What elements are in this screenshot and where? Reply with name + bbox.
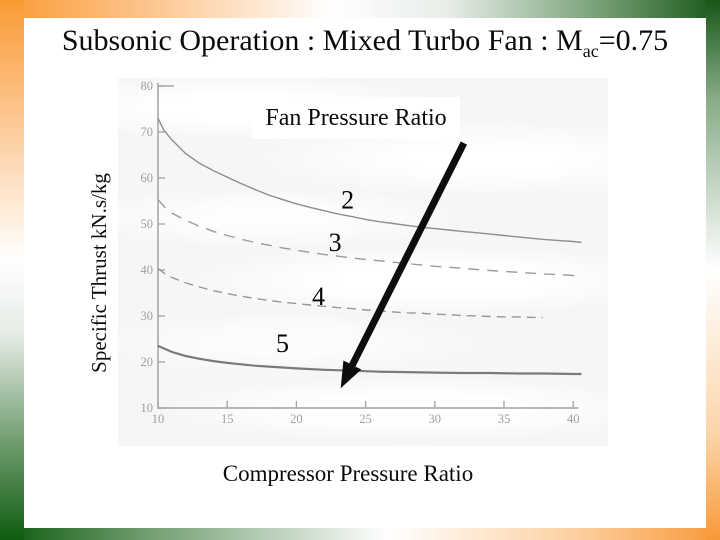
curve-fpr-5 bbox=[157, 344, 582, 376]
slide-border-left bbox=[0, 0, 24, 540]
slide-title-main: Subsonic Operation : Mixed Turbo Fan : M bbox=[61, 24, 583, 57]
trend-arrow-shaft bbox=[346, 141, 467, 372]
trend-arrow-head bbox=[340, 360, 362, 389]
curve-label-4: 4 bbox=[312, 282, 325, 311]
slide-title-subscript: ac bbox=[582, 41, 599, 61]
curve-fpr-2 bbox=[157, 117, 582, 244]
y-tick-label: 70 bbox=[141, 125, 154, 139]
pressure-ratio-chart: 10 20 30 40 50 60 70 80 10 15 20 25 30 35 40 2 3 4 5 bbox=[118, 78, 608, 446]
x-tick-label: 30 bbox=[429, 412, 442, 426]
x-tick-label: 20 bbox=[290, 412, 303, 426]
fan-pressure-ratio-label: Fan Pressure Ratio bbox=[252, 97, 460, 139]
x-tick-label: 10 bbox=[152, 412, 165, 426]
curve-label-3: 3 bbox=[329, 228, 342, 257]
y-tick-label: 20 bbox=[141, 355, 154, 369]
curve-fpr-3 bbox=[157, 199, 582, 277]
slide-title-value: =0.75 bbox=[598, 24, 669, 57]
chart-canvas: 10 20 30 40 50 60 70 80 10 15 20 25 30 35 40 2 345 bbox=[141, 79, 582, 426]
y-axis-title: Specific Thrust kN.s/kg bbox=[87, 173, 111, 373]
curve-label-5: 5 bbox=[276, 329, 289, 358]
slide-border-right bbox=[706, 0, 720, 540]
x-tick-label: 40 bbox=[567, 412, 580, 426]
x-tick-label: 35 bbox=[498, 412, 511, 426]
y-tick-label: 50 bbox=[141, 217, 154, 231]
x-tick-label: 15 bbox=[221, 412, 234, 426]
x-axis-title: Compressor Pressure Ratio bbox=[222, 461, 474, 486]
y-tick-label: 40 bbox=[141, 263, 154, 277]
y-tick-label: 30 bbox=[141, 309, 154, 323]
y-tick-label: 60 bbox=[141, 171, 154, 185]
x-tick-label: 25 bbox=[359, 412, 372, 426]
slide-border-top bbox=[0, 0, 720, 18]
slide-border-bottom bbox=[0, 528, 720, 540]
y-tick-label: 10 bbox=[141, 401, 154, 415]
y-tick-label: 80 bbox=[141, 79, 154, 93]
slide-title: Subsonic Operation : Mixed Turbo Fan : M… bbox=[24, 24, 706, 61]
curve-label-2: 2 bbox=[341, 186, 354, 215]
curve-fpr-4 bbox=[157, 268, 543, 319]
